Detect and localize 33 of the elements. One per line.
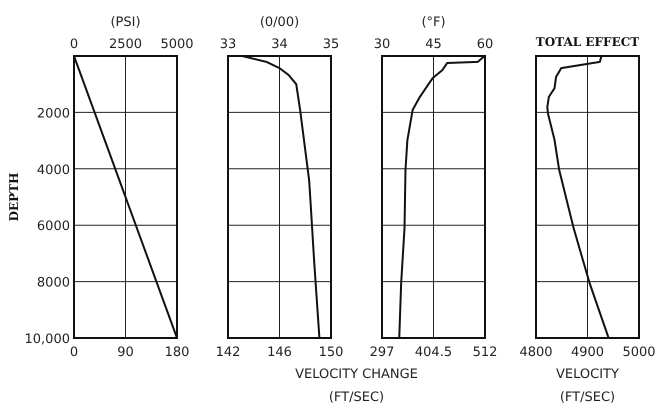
y-tick-label: 10,000 — [24, 332, 70, 347]
x-tick-label: 512 — [472, 345, 498, 360]
x2-axis-title: (PSI) — [110, 15, 141, 30]
x-tick-label: 4800 — [519, 345, 553, 360]
x2-tick-label: 33 — [220, 37, 236, 52]
x2-tick-label: 35 — [322, 37, 340, 52]
x-tick-label: 90 — [117, 345, 134, 360]
x2-tick-label: 5000 — [160, 37, 194, 52]
x2-tick-label: 2500 — [108, 37, 142, 52]
x2-tick-label: 30 — [374, 37, 390, 52]
x2-axis-title: (0/00) — [260, 15, 300, 30]
y-tick-label: 8000 — [36, 276, 70, 291]
x-tick-label: 4900 — [570, 345, 604, 360]
x-tick-label: 150 — [318, 345, 344, 360]
x-axis-title: VELOCITY (FT/SEC) — [556, 367, 620, 405]
x-tick-label: 180 — [164, 345, 190, 360]
x-tick-label: 146 — [267, 345, 292, 360]
x2-tick-label: 45 — [425, 37, 442, 52]
x-tick-label: 0 — [70, 345, 78, 360]
y-tick-label: 2000 — [36, 106, 70, 122]
y-tick-label: 6000 — [36, 219, 70, 234]
x-axis-title: VELOCITY CHANGE (FT/SEC) — [295, 367, 418, 405]
x-tick-label: 142 — [216, 345, 240, 360]
x-tick-label: 404.5 — [414, 345, 452, 360]
x2-tick-label: 60 — [476, 37, 494, 52]
x-tick-label: 297 — [370, 345, 394, 360]
x-tick-label: 5000 — [622, 345, 655, 360]
chart-title: TOTAL EFFECT — [536, 35, 640, 49]
y-tick-label: 4000 — [36, 162, 70, 178]
x2-axis-title: (°F) — [421, 15, 446, 30]
y-axis-title: DEPTH — [7, 172, 21, 222]
x2-tick-label: 34 — [271, 37, 288, 52]
x2-tick-label: 0 — [70, 37, 78, 52]
